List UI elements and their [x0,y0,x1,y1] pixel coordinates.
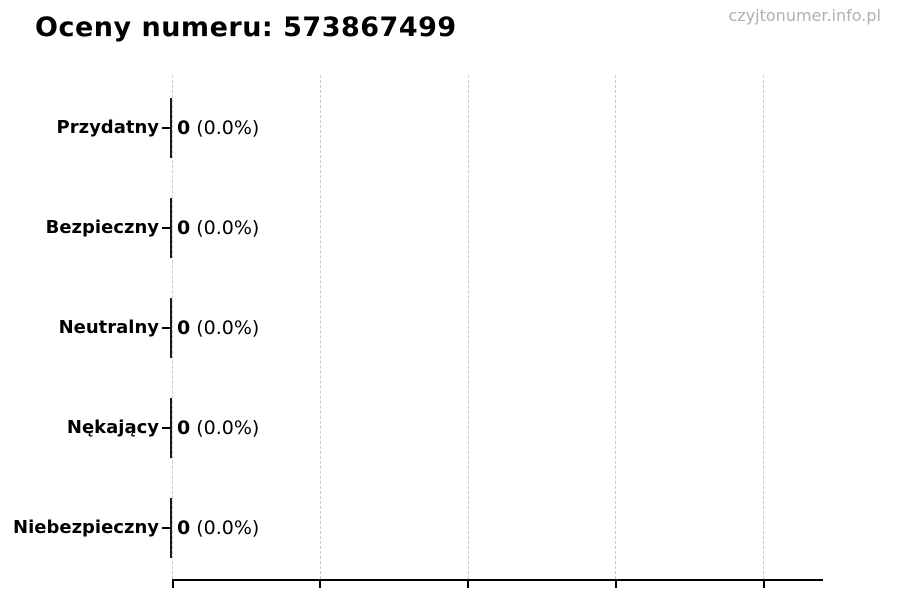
zero-value-bar [170,397,172,458]
chart-row: Bezpieczny 0 (0.0%) [0,178,900,278]
y-axis-tick [162,526,170,529]
chart-row: Przydatny 0 (0.0%) [0,78,900,178]
vertical-gridline [172,75,173,579]
chart-row: Neutralny 0 (0.0%) [0,278,900,378]
x-axis-tick [762,581,765,588]
y-axis-tick [162,226,170,229]
value-count: 0 [177,216,191,239]
vertical-gridline [763,75,765,579]
value-count: 0 [177,516,191,539]
y-axis-tick [162,326,170,329]
x-axis-tick [614,581,617,588]
x-axis-tick [467,581,470,588]
category-label: Bezpieczny [45,217,159,238]
vertical-gridline [319,75,321,579]
vertical-gridline [615,75,617,579]
chart-row: Niebezpieczny 0 (0.0%) [0,478,900,578]
value-annotation: 0 (0.0%) [177,78,259,178]
value-annotation: 0 (0.0%) [177,178,259,278]
category-label: Neutralny [58,317,159,338]
value-annotation: 0 (0.0%) [177,478,259,578]
y-axis-tick [162,426,170,429]
value-count: 0 [177,116,191,139]
chart-row: Nękający 0 (0.0%) [0,378,900,478]
value-percent: (0.0%) [196,416,260,439]
zero-value-bar [170,497,172,558]
value-percent: (0.0%) [196,316,260,339]
value-count: 0 [177,316,191,339]
zero-value-bar [170,197,172,258]
value-percent: (0.0%) [196,116,260,139]
value-count: 0 [177,416,191,439]
value-percent: (0.0%) [196,216,260,239]
x-axis-tick [319,581,322,588]
x-axis-tick [171,581,174,588]
x-axis-line [172,579,823,581]
zero-value-bar [170,97,172,158]
watermark-text: czyjtonumer.info.pl [728,6,882,25]
category-label: Niebezpieczny [13,517,159,538]
zero-value-bar [170,297,172,358]
vertical-gridline [467,75,469,579]
category-label: Nękający [66,417,159,438]
chart-title: Oceny numeru: 573867499 [35,12,457,43]
value-percent: (0.0%) [196,516,260,539]
value-annotation: 0 (0.0%) [177,378,259,478]
category-label: Przydatny [56,117,159,138]
y-axis-tick [162,126,170,129]
value-annotation: 0 (0.0%) [177,278,259,378]
